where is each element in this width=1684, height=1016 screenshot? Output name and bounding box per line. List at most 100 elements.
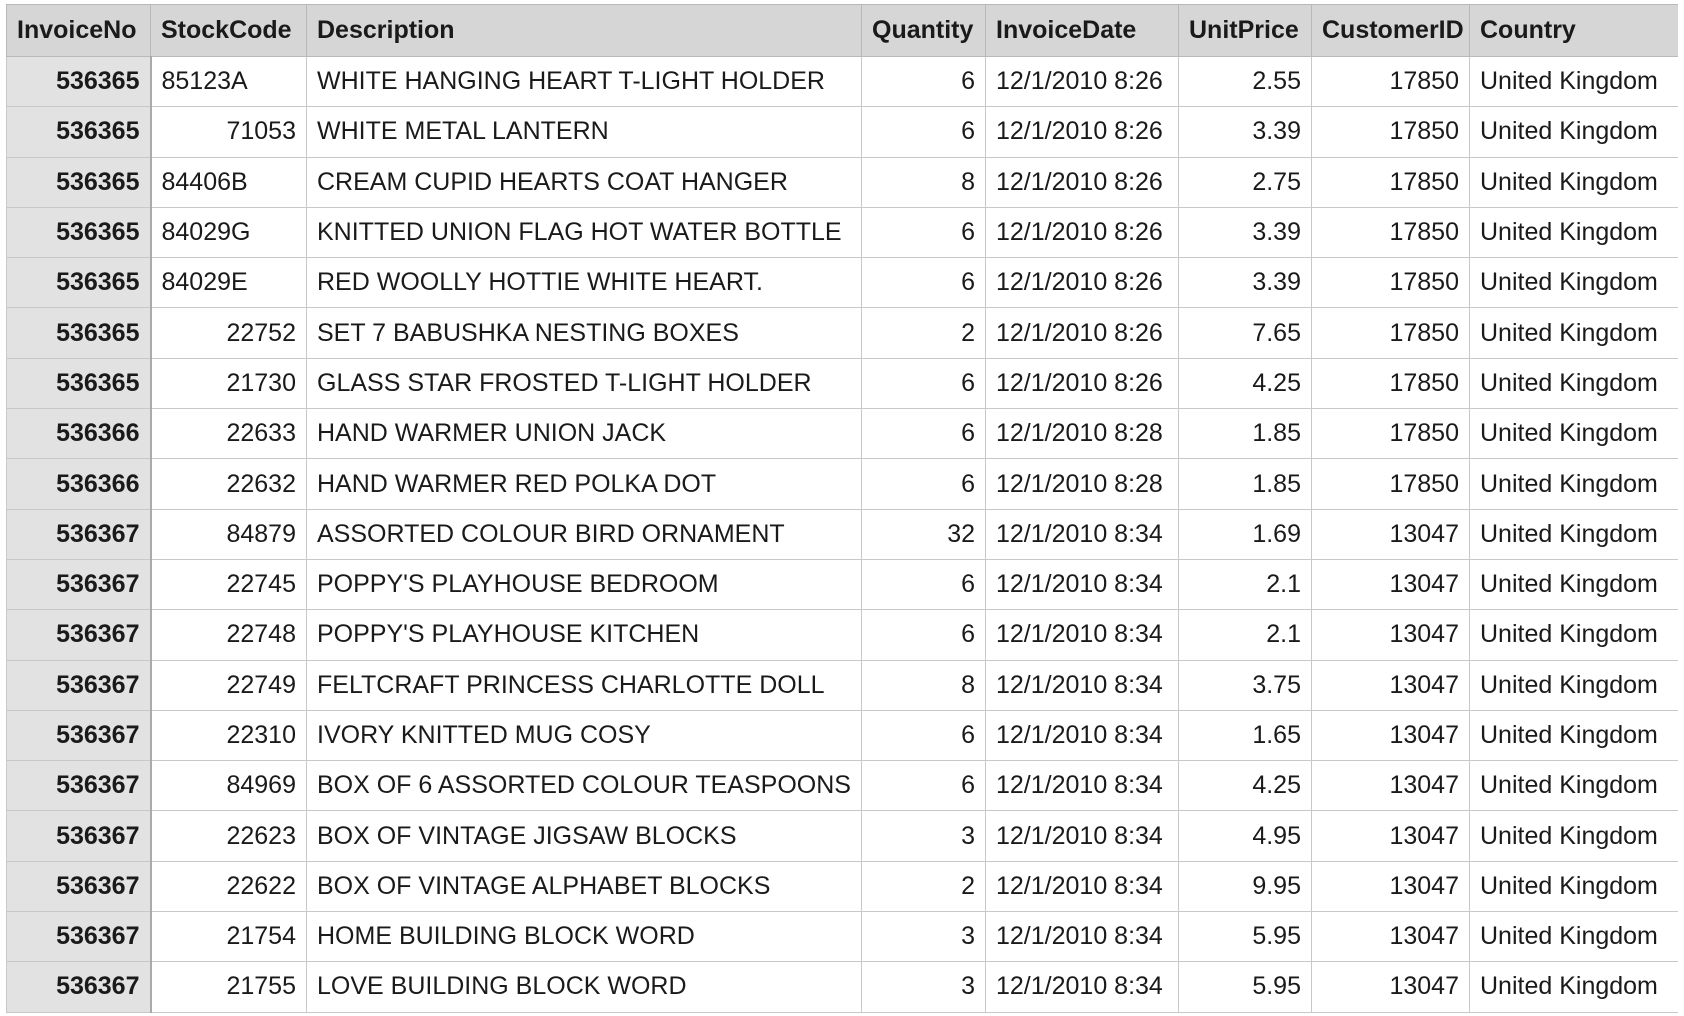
invoicedate-cell[interactable]: 12/1/2010 8:26 xyxy=(985,357,1179,410)
customerid-cell[interactable]: 13047 xyxy=(1311,709,1470,762)
description-cell[interactable]: HAND WARMER RED POLKA DOT xyxy=(306,458,862,510)
table-row[interactable]: 536367 84879 ASSORTED COLOUR BIRD ORNAMENT… xyxy=(6,508,1678,560)
table-row[interactable]: 536365 22752 SET 7 BABUSHKA NESTING BOXES 2… xyxy=(6,307,1678,359)
table-row[interactable]: 536367 84969 BOX OF 6 ASSORTED COLOUR TEAS… xyxy=(6,760,1678,812)
quantity-cell[interactable]: 8 xyxy=(861,156,986,208)
customerid-cell[interactable]: 17850 xyxy=(1311,307,1470,359)
stockcode-cell[interactable]: 84406B xyxy=(150,156,307,208)
description-cell[interactable]: HOME BUILDING BLOCK WORD xyxy=(306,911,862,963)
unitprice-cell[interactable]: 3.75 xyxy=(1178,659,1312,711)
country-cell[interactable]: United Kingdom xyxy=(1469,307,1678,359)
header-customerid[interactable]: CustomerID xyxy=(1311,4,1470,57)
customerid-cell[interactable]: 17850 xyxy=(1311,156,1470,208)
customerid-cell[interactable]: 17850 xyxy=(1311,206,1470,259)
unitprice-cell[interactable]: 1.65 xyxy=(1178,709,1312,762)
country-cell[interactable]: United Kingdom xyxy=(1469,106,1678,158)
description-cell[interactable]: CREAM CUPID HEARTS COAT HANGER xyxy=(306,156,862,208)
invoicedate-cell[interactable]: 12/1/2010 8:34 xyxy=(985,558,1179,611)
invoicedate-cell[interactable]: 12/1/2010 8:34 xyxy=(985,911,1179,963)
quantity-cell[interactable]: 6 xyxy=(861,357,986,410)
stockcode-cell[interactable]: 22752 xyxy=(150,307,307,359)
stockcode-cell[interactable]: 84029G xyxy=(150,206,307,259)
stockcode-cell[interactable]: 84879 xyxy=(150,508,307,560)
description-cell[interactable]: KNITTED UNION FLAG HOT WATER BOTTLE xyxy=(306,206,862,259)
header-invoiceno[interactable]: InvoiceNo xyxy=(6,4,151,57)
quantity-cell[interactable]: 2 xyxy=(861,307,986,359)
customerid-cell[interactable]: 13047 xyxy=(1311,659,1470,711)
description-cell[interactable]: ASSORTED COLOUR BIRD ORNAMENT xyxy=(306,508,862,560)
invoicedate-cell[interactable]: 12/1/2010 8:28 xyxy=(985,408,1179,460)
invoicedate-cell[interactable]: 12/1/2010 8:34 xyxy=(985,709,1179,762)
customerid-cell[interactable]: 17850 xyxy=(1311,106,1470,158)
table-row[interactable]: 536367 22622 BOX OF VINTAGE ALPHABET BLOCK… xyxy=(6,860,1678,913)
stockcode-cell[interactable]: 21754 xyxy=(150,911,307,963)
description-cell[interactable]: SET 7 BABUSHKA NESTING BOXES xyxy=(306,307,862,359)
invoiceno-cell[interactable]: 536367 xyxy=(6,961,152,1013)
table-row[interactable]: 536365 84029G KNITTED UNION FLAG HOT WATER… xyxy=(6,206,1678,259)
stockcode-cell[interactable]: 22745 xyxy=(150,558,307,611)
invoiceno-cell[interactable]: 536365 xyxy=(6,55,152,108)
stockcode-cell[interactable]: 22749 xyxy=(150,659,307,711)
invoicedate-cell[interactable]: 12/1/2010 8:26 xyxy=(985,307,1179,359)
invoicedate-cell[interactable]: 12/1/2010 8:26 xyxy=(985,55,1179,108)
quantity-cell[interactable]: 6 xyxy=(861,609,986,661)
unitprice-cell[interactable]: 2.75 xyxy=(1178,156,1312,208)
invoicedate-cell[interactable]: 12/1/2010 8:26 xyxy=(985,206,1179,259)
description-cell[interactable]: BOX OF VINTAGE JIGSAW BLOCKS xyxy=(306,810,862,862)
country-cell[interactable]: United Kingdom xyxy=(1469,357,1678,410)
invoicedate-cell[interactable]: 12/1/2010 8:26 xyxy=(985,106,1179,158)
quantity-cell[interactable]: 6 xyxy=(861,206,986,259)
unitprice-cell[interactable]: 4.25 xyxy=(1178,760,1312,812)
table-row[interactable]: 536367 21754 HOME BUILDING BLOCK WORD 3 12/1… xyxy=(6,911,1678,963)
customerid-cell[interactable]: 17850 xyxy=(1311,458,1470,510)
unitprice-cell[interactable]: 4.95 xyxy=(1178,810,1312,862)
stockcode-cell[interactable]: 22623 xyxy=(150,810,307,862)
table-row[interactable]: 536366 22633 HAND WARMER UNION JACK 6 12/1/2… xyxy=(6,408,1678,460)
invoicedate-cell[interactable]: 12/1/2010 8:28 xyxy=(985,458,1179,510)
header-quantity[interactable]: Quantity xyxy=(861,4,986,57)
country-cell[interactable]: United Kingdom xyxy=(1469,156,1678,208)
invoiceno-cell[interactable]: 536367 xyxy=(6,508,152,560)
quantity-cell[interactable]: 6 xyxy=(861,257,986,309)
customerid-cell[interactable]: 17850 xyxy=(1311,257,1470,309)
invoicedate-cell[interactable]: 12/1/2010 8:34 xyxy=(985,760,1179,812)
table-row[interactable]: 536367 22745 POPPY'S PLAYHOUSE BEDROOM 6 12/… xyxy=(6,558,1678,611)
invoiceno-cell[interactable]: 536367 xyxy=(6,709,152,762)
unitprice-cell[interactable]: 1.85 xyxy=(1178,408,1312,460)
description-cell[interactable]: IVORY KNITTED MUG COSY xyxy=(306,709,862,762)
unitprice-cell[interactable]: 5.95 xyxy=(1178,961,1312,1013)
country-cell[interactable]: United Kingdom xyxy=(1469,810,1678,862)
invoiceno-cell[interactable]: 536365 xyxy=(6,257,152,309)
table-row[interactable]: 536367 22749 FELTCRAFT PRINCESS CHARLOTTE … xyxy=(6,659,1678,711)
stockcode-cell[interactable]: 85123A xyxy=(150,55,307,108)
stockcode-cell[interactable]: 22632 xyxy=(150,458,307,510)
invoiceno-cell[interactable]: 536365 xyxy=(6,357,152,410)
invoiceno-cell[interactable]: 536367 xyxy=(6,609,152,661)
description-cell[interactable]: POPPY'S PLAYHOUSE BEDROOM xyxy=(306,558,862,611)
country-cell[interactable]: United Kingdom xyxy=(1469,911,1678,963)
invoicedate-cell[interactable]: 12/1/2010 8:34 xyxy=(985,860,1179,913)
quantity-cell[interactable]: 6 xyxy=(861,558,986,611)
quantity-cell[interactable]: 6 xyxy=(861,760,986,812)
description-cell[interactable]: BOX OF 6 ASSORTED COLOUR TEASPOONS xyxy=(306,760,862,812)
country-cell[interactable]: United Kingdom xyxy=(1469,257,1678,309)
quantity-cell[interactable]: 6 xyxy=(861,458,986,510)
description-cell[interactable]: WHITE HANGING HEART T-LIGHT HOLDER xyxy=(306,55,862,108)
quantity-cell[interactable]: 2 xyxy=(861,860,986,913)
header-description[interactable]: Description xyxy=(306,4,862,57)
quantity-cell[interactable]: 32 xyxy=(861,508,986,560)
stockcode-cell[interactable]: 84969 xyxy=(150,760,307,812)
country-cell[interactable]: United Kingdom xyxy=(1469,659,1678,711)
description-cell[interactable]: HAND WARMER UNION JACK xyxy=(306,408,862,460)
invoiceno-cell[interactable]: 536365 xyxy=(6,106,152,158)
unitprice-cell[interactable]: 1.85 xyxy=(1178,458,1312,510)
unitprice-cell[interactable]: 1.69 xyxy=(1178,508,1312,560)
invoiceno-cell[interactable]: 536367 xyxy=(6,810,152,862)
unitprice-cell[interactable]: 9.95 xyxy=(1178,860,1312,913)
country-cell[interactable]: United Kingdom xyxy=(1469,408,1678,460)
invoiceno-cell[interactable]: 536367 xyxy=(6,911,152,963)
table-row[interactable]: 536367 22623 BOX OF VINTAGE JIGSAW BLOCKS 3… xyxy=(6,810,1678,862)
table-row[interactable]: 536365 21730 GLASS STAR FROSTED T-LIGHT HO… xyxy=(6,357,1678,410)
stockcode-cell[interactable]: 21755 xyxy=(150,961,307,1013)
description-cell[interactable]: FELTCRAFT PRINCESS CHARLOTTE DOLL xyxy=(306,659,862,711)
